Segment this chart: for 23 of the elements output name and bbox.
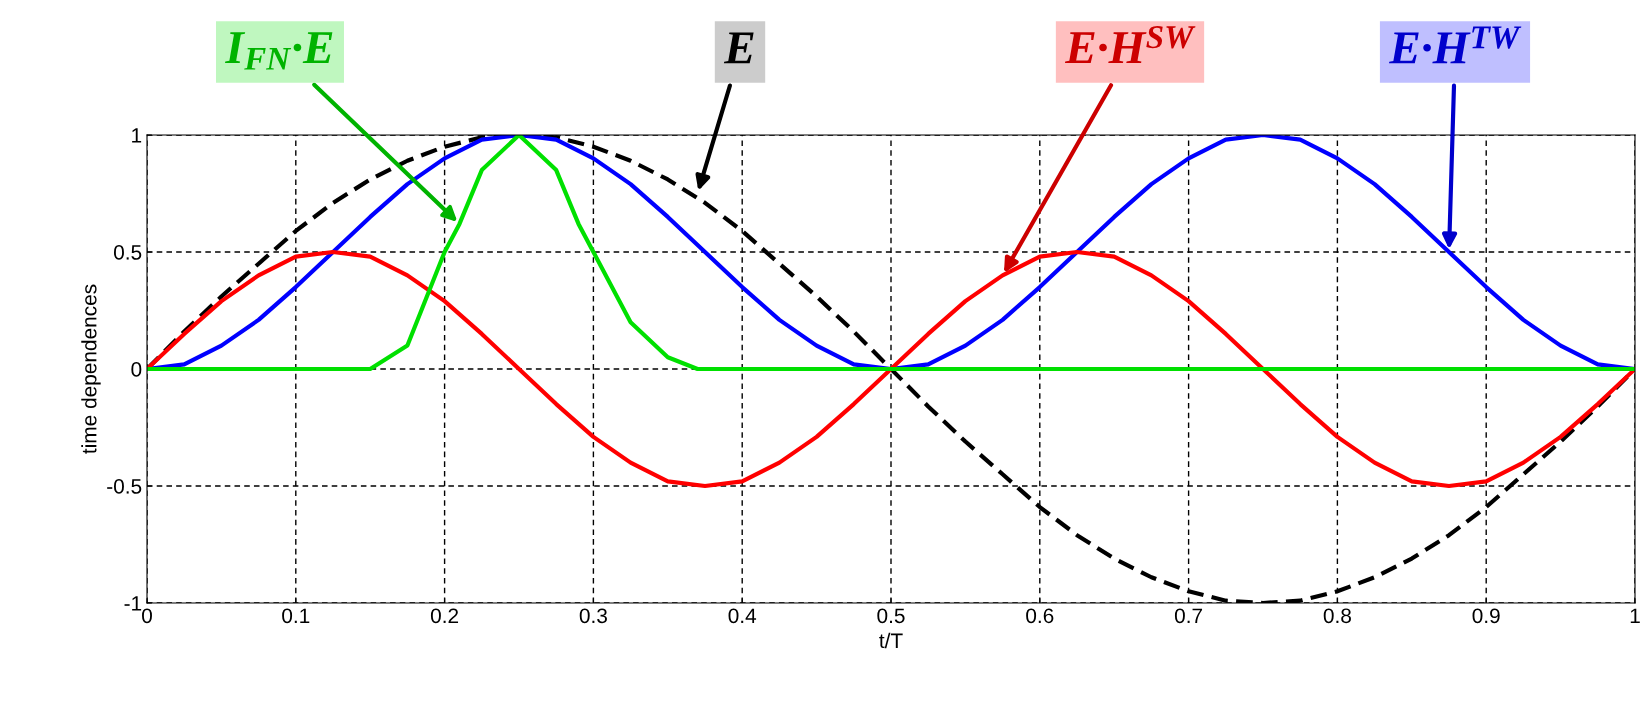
annotation: E·H$^{SW}$ bbox=[1064, 26, 1196, 64]
x-axis-title: t/T bbox=[879, 632, 903, 649]
x-tick-label: 0.5 bbox=[877, 608, 905, 624]
y-tick-label: -1 bbox=[124, 596, 142, 611]
x-tick-label: 0.8 bbox=[1323, 608, 1351, 624]
annotation: I$_{FN}$·E bbox=[224, 32, 333, 70]
x-tick-label: 0 bbox=[142, 608, 152, 624]
line-series bbox=[147, 249, 1635, 489]
y-tick-label: 0.5 bbox=[113, 245, 142, 260]
x-tick-label: 0.3 bbox=[579, 608, 607, 624]
x-tick-label: 0.6 bbox=[1026, 608, 1054, 624]
x-tick-label: 0.2 bbox=[430, 608, 459, 624]
annotation: E bbox=[723, 32, 754, 64]
x-tick-label: 1 bbox=[1630, 608, 1640, 623]
x-tick-label: 0.7 bbox=[1174, 608, 1203, 624]
y-tick-label: -0.5 bbox=[107, 479, 142, 494]
y-tick-label: 0 bbox=[131, 362, 142, 377]
y-tick-label: 1 bbox=[132, 128, 142, 143]
x-tick-label: 0.1 bbox=[282, 608, 310, 624]
x-tick-label: 0.4 bbox=[728, 608, 757, 624]
x-tick-label: 0.9 bbox=[1472, 608, 1500, 624]
y-axis-title: time dependences bbox=[81, 284, 101, 454]
annotation: E·H$^{TW}$ bbox=[1389, 26, 1522, 64]
